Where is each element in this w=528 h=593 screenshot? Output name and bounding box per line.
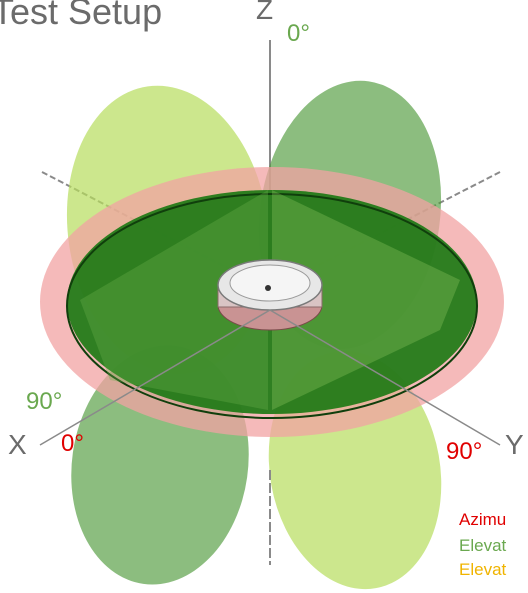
horizontal-disc-rim <box>66 193 478 419</box>
y-axis-front <box>269 309 501 446</box>
legend-item-azimuth: Azimu <box>459 510 507 529</box>
legend-item-elevation-2: Elevat <box>459 560 507 579</box>
y-azimuth-angle-label: 90° <box>446 438 483 465</box>
x-azimuth-angle-label: 0° <box>61 430 84 457</box>
page-title: Test Setup <box>0 0 163 32</box>
z-axis-label: Z <box>256 0 274 25</box>
x-axis-label: X <box>8 429 27 460</box>
y-axis-label: Y <box>505 429 524 460</box>
device-center-dot <box>265 285 271 291</box>
z-top-angle-label: 0° <box>287 20 310 47</box>
x-axis-front <box>39 309 271 446</box>
x-elevation-angle-label: 90° <box>26 388 63 415</box>
device-top-inner <box>229 264 311 302</box>
elevation-overlay-right <box>272 190 460 410</box>
legend-item-elevation-1: Elevat <box>459 536 507 555</box>
elevation-overlay-left <box>80 190 268 410</box>
